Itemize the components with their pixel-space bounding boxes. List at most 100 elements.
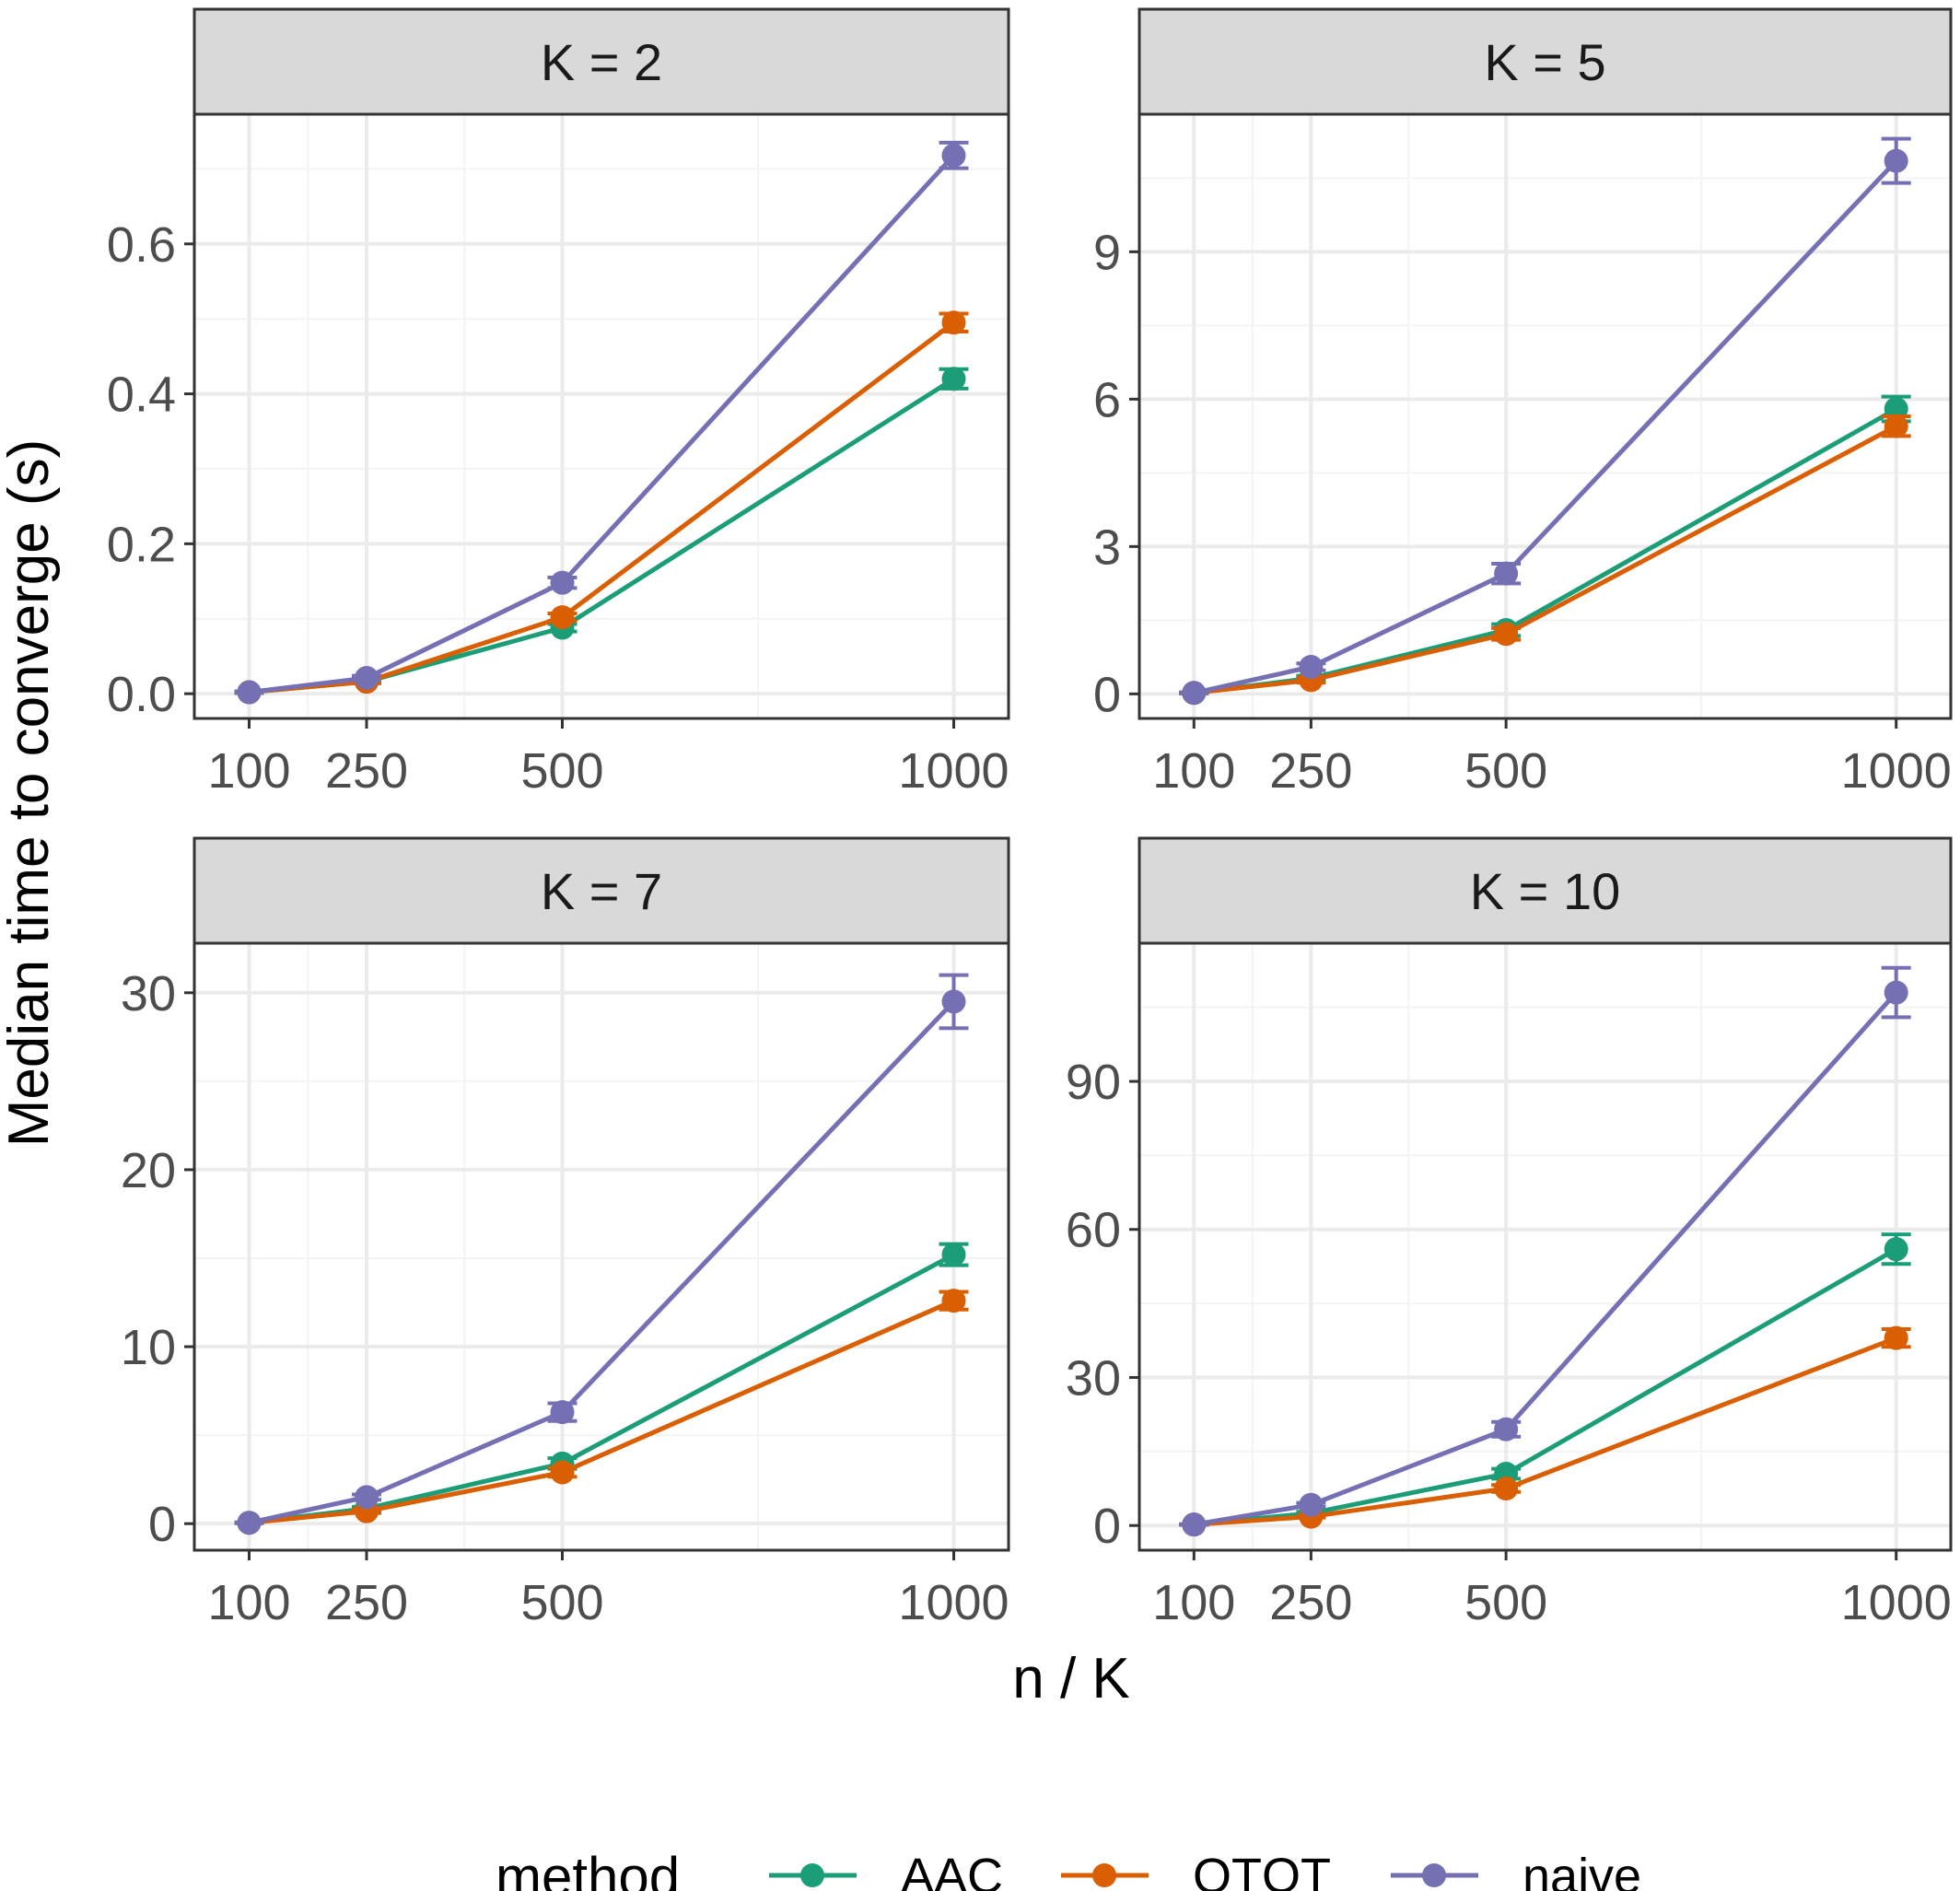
y-tick-label: 60 [1066,1203,1121,1258]
data-point [550,605,575,630]
data-point [941,989,966,1014]
x-tick-label: 500 [520,743,603,799]
data-point [1182,681,1207,706]
series-line [249,154,956,695]
x-tick-label: 100 [207,1575,290,1630]
plot-background [1139,943,1951,1550]
legend-item-naive: naive [1391,1849,1641,1891]
data-point [237,1511,262,1535]
data-point [1182,1512,1207,1537]
data-point [1494,622,1519,647]
legend-label: AAC [901,1849,1003,1891]
x-tick-label: 500 [520,1575,603,1630]
x-tick-label: 250 [1269,743,1352,799]
legend: method AAC OTQT naive [496,1846,1641,1891]
data-point [550,570,575,595]
x-tick-label: 500 [1464,1575,1547,1630]
x-tick-label: 100 [1152,1575,1235,1630]
x-tick-label: 1000 [1841,743,1952,799]
series-line [1193,990,1898,1527]
series-line [1193,158,1898,695]
facet-strip-label: K = 5 [1484,33,1605,91]
y-tick-label: 30 [1066,1350,1121,1406]
x-tick-label: 500 [1464,743,1547,799]
series-line [1194,424,1897,695]
x-tick-label: 250 [325,743,408,799]
series-naive [234,140,969,705]
data-point [941,143,966,168]
legend-key-point [800,1863,824,1887]
data-point [355,1485,379,1510]
facet-strip [1138,836,1953,945]
x-tick-label: 1000 [898,1575,1009,1630]
y-tick-label: 0 [1093,1499,1121,1554]
y-tick-label: 9 [1093,225,1121,280]
facet-strip-label: K = 10 [1470,862,1620,920]
legend-key-point [1092,1863,1116,1887]
data-point [1299,655,1324,679]
legend-key-point [1422,1863,1446,1887]
legend-label: OTQT [1193,1849,1331,1891]
legend-label: naive [1522,1849,1641,1891]
y-tick-label: 0 [1093,667,1121,722]
data-point [941,1289,966,1313]
data-point [550,1460,575,1485]
plot-background [194,943,1009,1550]
panel-4: K = 10 0 30 60 90 100 250 500 1000 [1066,836,1953,1630]
y-tick-label: 0.6 [107,217,176,273]
x-tick-label: 250 [325,1575,408,1630]
data-point [550,1400,575,1425]
data-point [1884,1237,1908,1262]
data-point [237,680,262,705]
data-point [1884,980,1908,1005]
y-tick-label: 6 [1093,372,1121,427]
facet-strip-label: K = 2 [541,33,662,91]
panel-border [1138,941,1953,1552]
y-axis-title: Median time to converge (s) [0,439,61,1147]
y-tick-label: 0 [148,1497,176,1552]
data-point [355,666,379,691]
series-naive [234,973,969,1535]
data-point [1884,414,1908,438]
x-tick-label: 100 [1152,743,1235,799]
panel-border [192,112,1010,720]
data-point [1299,1492,1324,1517]
panel-3: K = 7 0 10 20 30 100 250 500 1000 [121,836,1010,1630]
series-naive [1179,136,1911,706]
data-point [1884,1325,1908,1350]
series-naive [1179,965,1911,1537]
x-tick-label: 1000 [1841,1575,1952,1630]
series-line [248,999,956,1525]
x-axis-title: n / K [1012,1647,1130,1710]
panel-1: K = 2 0.0 0.2 0.4 0.6 100 250 500 1000 [107,7,1010,799]
y-tick-label: 90 [1066,1055,1121,1110]
plot-background [1139,114,1951,718]
data-point [941,310,966,335]
data-point [941,367,966,391]
y-tick-label: 30 [121,966,176,1021]
y-tick-label: 10 [121,1320,176,1375]
x-tick-label: 100 [207,743,290,799]
facet-strip-label: K = 7 [541,862,662,920]
legend-item-otqt: OTQT [1061,1849,1331,1891]
series-line [1194,1336,1897,1527]
plot-background [194,114,1009,718]
data-point [1494,1477,1519,1501]
y-tick-label: 3 [1093,519,1121,575]
legend-title: method [496,1846,680,1891]
facet-strip [192,836,1010,945]
x-tick-label: 250 [1269,1575,1352,1630]
facet-strip [192,7,1010,116]
y-tick-label: 0.2 [107,517,176,572]
y-tick-label: 20 [121,1143,176,1198]
y-tick-label: 0.0 [107,667,176,722]
panel-border [1138,112,1953,720]
y-tick-label: 0.4 [107,368,176,423]
data-point [1884,148,1908,173]
data-point [941,1243,966,1267]
legend-item-aac: AAC [769,1849,1003,1891]
series-line [249,1298,955,1525]
x-tick-label: 1000 [898,743,1009,799]
